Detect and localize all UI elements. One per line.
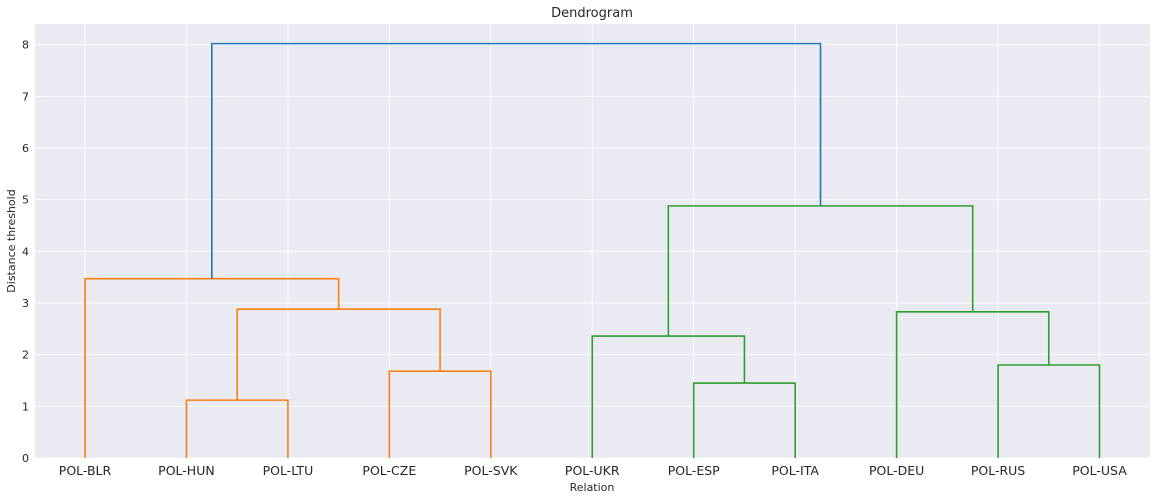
- y-tick-label: 3: [22, 297, 29, 310]
- dendrogram-link: [591, 335, 746, 458]
- x-tick-label: POL-HUN: [158, 463, 215, 478]
- x-tick-label: POL-UKR: [565, 463, 620, 478]
- y-axis-label: Distance threshold: [5, 189, 18, 292]
- y-tick-label: 6: [22, 142, 29, 155]
- x-tick-label: POL-LTU: [263, 463, 314, 478]
- y-tick-label: 8: [22, 39, 29, 52]
- x-tick-label: POL-USA: [1072, 463, 1127, 478]
- x-tick-label: POL-CZE: [362, 463, 416, 478]
- x-tick-label: POL-ESP: [668, 463, 720, 478]
- x-tick-label: POL-SVK: [464, 463, 518, 478]
- x-tick-label: POL-RUS: [971, 463, 1025, 478]
- chart-title: Dendrogram: [551, 6, 633, 21]
- y-tick-label: 2: [22, 349, 29, 362]
- x-tick-label: POL-BLR: [59, 463, 112, 478]
- dendrogram-links: [84, 42, 1101, 458]
- y-tick-label: 7: [22, 90, 29, 103]
- dendrogram-link: [211, 42, 822, 279]
- y-tick-label: 0: [22, 452, 29, 465]
- x-tick-label: POL-ITA: [771, 463, 819, 478]
- dendrogram-link: [84, 277, 340, 458]
- y-axis-ticks: 0 1 2 3 4 5 6 7 8: [22, 39, 29, 465]
- y-tick-label: 4: [22, 245, 29, 258]
- dendrogram-link: [667, 205, 974, 337]
- y-tick-label: 5: [22, 194, 29, 207]
- y-tick-label: 1: [22, 400, 29, 413]
- x-axis-label: Relation: [570, 481, 615, 494]
- x-tick-label: POL-DEU: [869, 463, 924, 478]
- x-axis-ticks: POL-BLR POL-HUN POL-LTU POL-CZE POL-SVK POL-U…: [59, 463, 1127, 478]
